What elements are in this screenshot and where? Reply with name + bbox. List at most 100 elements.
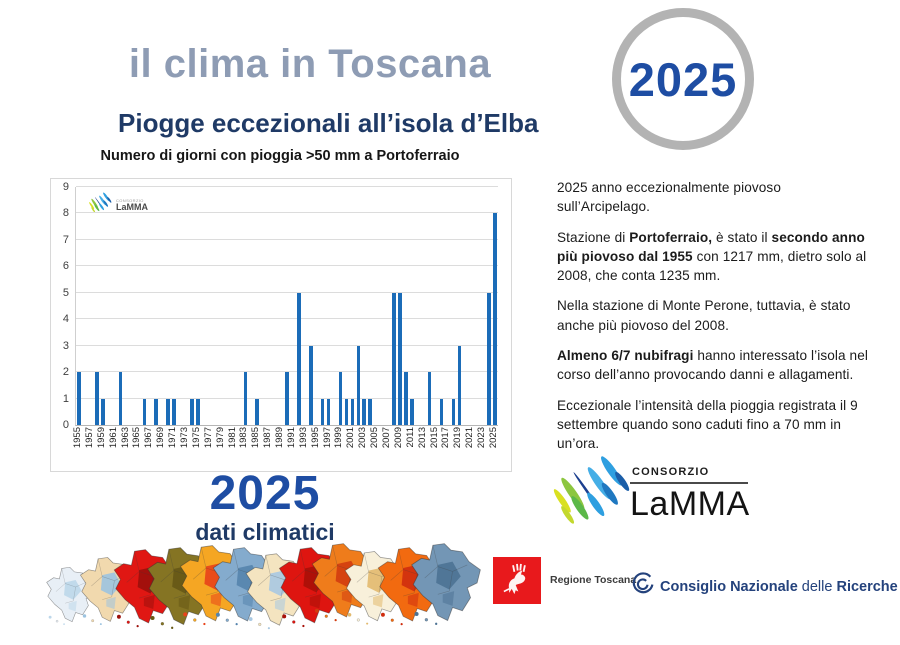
bar-2004	[368, 398, 372, 425]
lamma-watermark-logo: CONSORZIO LaMMA	[88, 190, 148, 221]
x-tick-label: 2007	[381, 427, 393, 449]
note-paragraph: Nella stazione di Monte Perone, tuttavia…	[557, 298, 851, 333]
grid-line	[76, 318, 498, 320]
bar-2009	[398, 292, 402, 425]
bar-2014	[427, 372, 432, 425]
bar-2024	[487, 292, 491, 425]
bar-1985	[255, 398, 260, 425]
grid-line	[76, 238, 498, 240]
bar-1975	[196, 398, 200, 425]
x-tick-label: 1957	[83, 427, 95, 449]
footer-year-block: 2025 dati climatici	[110, 470, 420, 544]
bar-1996	[320, 398, 325, 425]
x-tick-label: 2013	[416, 427, 428, 449]
commentary-column: 2025 anno eccezionalmente piovoso sull’A…	[557, 178, 871, 465]
bar-2019	[457, 345, 462, 425]
cnr-label-bold2: Ricerche	[836, 579, 898, 595]
bar-2008	[392, 292, 396, 425]
x-tick-label: 1989	[274, 427, 286, 449]
note-paragraph: Stazione di Portoferraio, è stato il sec…	[557, 229, 867, 284]
monthly-maps-strip	[42, 540, 502, 642]
year-badge: 2025	[612, 8, 754, 150]
cnr-label: Consiglio Nazionale delle Ricerche	[660, 579, 898, 595]
y-tick-label: 6	[62, 260, 69, 273]
grid-line	[76, 371, 498, 373]
y-tick-label: 7	[62, 233, 69, 246]
bar-1994	[308, 345, 313, 425]
pegasus-icon	[503, 563, 526, 594]
x-tick-label: 2017	[440, 427, 452, 449]
x-tick-label: 1999	[333, 427, 345, 449]
x-tick-label: 1959	[95, 427, 107, 449]
bar-1968	[154, 398, 159, 425]
cnr-label-bold1: Consiglio Nazionale	[660, 579, 798, 595]
plot-area: CONSORZIO LaMMA	[75, 186, 498, 426]
y-axis-labels: 0 1 2 3 4 5 6 7 8 9	[51, 181, 71, 431]
y-tick-label: 1	[62, 392, 69, 405]
watermark-lamma-label: LaMMA	[116, 202, 148, 212]
bar-2018	[451, 398, 456, 425]
bar-2002	[356, 345, 361, 425]
x-tick-label: 2019	[452, 427, 464, 449]
x-tick-label: 1979	[214, 427, 226, 449]
bar-2010	[404, 372, 408, 425]
x-tick-label: 1991	[285, 427, 297, 449]
x-tick-label: 1961	[107, 427, 119, 449]
bar-2000	[344, 398, 349, 425]
x-tick-label: 2023	[476, 427, 488, 449]
y-tick-label: 9	[62, 181, 69, 193]
watermark-consorzio-label: CONSORZIO	[116, 198, 144, 203]
bar-1974	[190, 398, 194, 425]
x-tick-label: 1967	[143, 427, 155, 449]
footer-caption: dati climatici	[195, 519, 335, 545]
x-tick-label: 1995	[309, 427, 321, 449]
consorzio-lamma-logo: CONSORZIO LaMMA	[550, 446, 770, 546]
note-paragraph: Eccezionale l’intensità della pioggia re…	[557, 397, 858, 452]
year-badge-text: 2025	[628, 52, 738, 106]
chart-title: Numero di giorni con pioggia >50 mm a Po…	[100, 148, 460, 164]
bar-1990	[285, 372, 289, 425]
bar-1955	[77, 372, 81, 425]
bar-1971	[172, 398, 176, 425]
bar-1962	[118, 372, 123, 425]
lamma-consorzio-label: CONSORZIO	[632, 466, 710, 478]
note-paragraph: Almeno 6/7 nubifragi hanno interessato l…	[557, 348, 868, 383]
x-tick-label: 2015	[428, 427, 440, 449]
page-title: il clima in Toscana	[128, 42, 492, 86]
bar-2003	[362, 398, 367, 425]
x-axis-labels: 1955 1957 1959 1961 1963 1965 1967 1969 1971 1973…	[71, 427, 499, 470]
bar-1970	[166, 398, 170, 425]
grid-line	[76, 291, 498, 293]
tuscany-map-1	[42, 566, 100, 635]
bar-1966	[142, 398, 147, 425]
regione-toscana-logo	[493, 557, 541, 604]
lamma-name: LaMMA	[630, 485, 750, 523]
grid-line	[76, 186, 498, 187]
x-tick-label: 1987	[262, 427, 274, 449]
lamma-rule	[630, 482, 748, 484]
x-tick-label: 1973	[178, 427, 190, 449]
y-tick-label: 4	[62, 313, 69, 326]
grid-line	[76, 265, 498, 267]
x-tick-label: 1983	[238, 427, 250, 449]
x-tick-label: 1997	[321, 427, 333, 449]
bar-1983	[243, 372, 248, 425]
x-tick-label: 1955	[71, 427, 83, 449]
bar-1958	[95, 372, 99, 425]
x-tick-label: 1977	[202, 427, 214, 449]
x-tick-label: 1965	[131, 427, 143, 449]
x-tick-label: 2003	[357, 427, 369, 449]
y-tick-label: 5	[62, 286, 69, 299]
lamma-strokes-icon	[550, 448, 638, 541]
x-tick-label: 1975	[190, 427, 202, 449]
y-tick-label: 0	[62, 419, 69, 431]
x-tick-label: 1981	[226, 427, 238, 449]
bar-2025	[493, 213, 497, 425]
x-tick-label: 1971	[167, 427, 179, 449]
bar-2001	[350, 398, 355, 425]
cnr-label-regular: delle	[797, 579, 837, 595]
bar-2016	[439, 398, 444, 425]
x-tick-label: 2011	[404, 427, 416, 448]
